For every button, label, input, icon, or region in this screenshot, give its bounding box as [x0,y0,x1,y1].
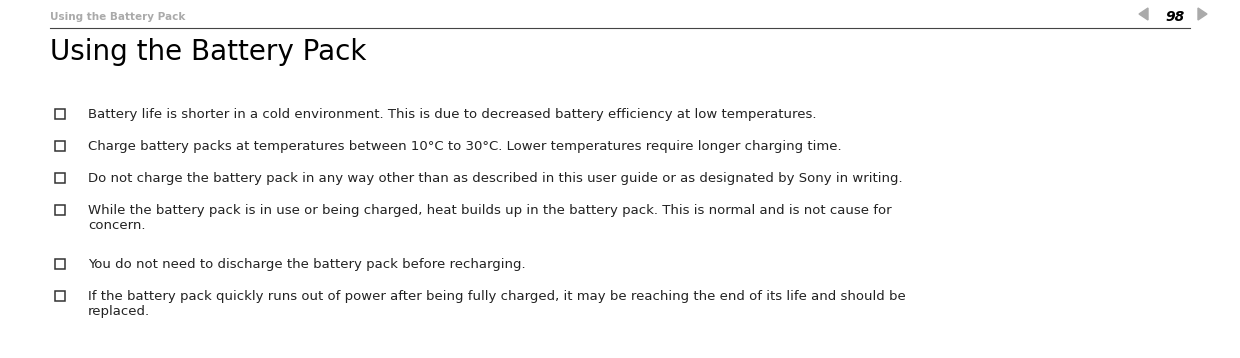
Text: Using the Battery Pack: Using the Battery Pack [50,38,366,66]
Bar [55,205,64,215]
Bar [55,291,64,301]
Bar [55,173,64,183]
Bar [55,109,64,119]
Polygon shape [1198,8,1207,20]
Text: You do not need to discharge the battery pack before recharging.: You do not need to discharge the battery… [88,258,526,271]
Text: concern.: concern. [88,219,145,232]
Text: Do not charge the battery pack in any way other than as described in this user g: Do not charge the battery pack in any wa… [88,172,903,185]
Text: replaced.: replaced. [88,305,150,318]
Text: Battery life is shorter in a cold environment. This is due to decreased battery : Battery life is shorter in a cold enviro… [88,108,816,121]
Text: Charge battery packs at temperatures between 10°C to 30°C. Lower temperatures re: Charge battery packs at temperatures bet… [88,140,842,153]
Text: If the battery pack quickly runs out of power after being fully charged, it may : If the battery pack quickly runs out of … [88,290,905,303]
Text: 98: 98 [1166,10,1184,24]
Polygon shape [1140,8,1148,20]
Bar [55,259,64,269]
Text: While the battery pack is in use or being charged, heat builds up in the battery: While the battery pack is in use or bein… [88,204,892,217]
Text: Using the Battery Pack: Using the Battery Pack [50,12,185,22]
Bar [55,141,64,151]
